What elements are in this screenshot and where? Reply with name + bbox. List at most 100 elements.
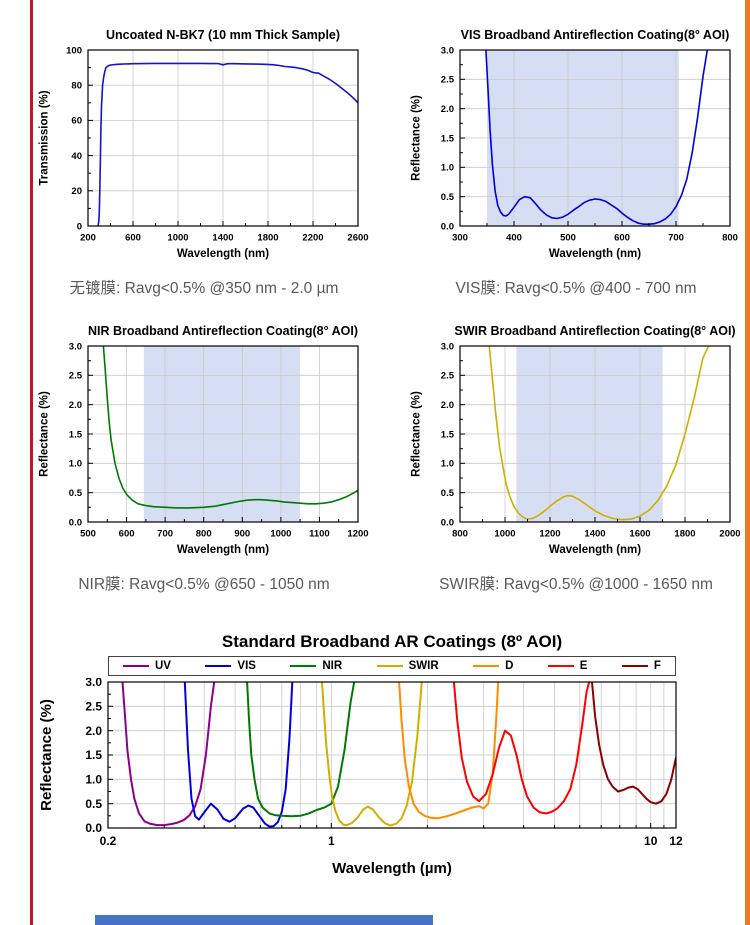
series-d bbox=[398, 682, 500, 820]
swir-bbar-y-axis-label: Reflectance (%) bbox=[411, 391, 423, 477]
top-chart-row: Uncoated N-BK7 (10 mm Thick Sample) 200 6… bbox=[36, 28, 744, 298]
legend-item-d: D bbox=[473, 660, 513, 672]
svg-text:0.5: 0.5 bbox=[441, 192, 455, 203]
vis-bbar-plot: 300 400 500 600 700 800 0.0 0.5 1.0 1.5 2.0 2.5 3.0 W… bbox=[411, 45, 738, 260]
svg-text:1000: 1000 bbox=[270, 529, 291, 540]
standard-bbar-plot: 0.2 1 10 12 0.0 0.5 1.0 1.5 2.0 2.5 3.0 Wavelength … bbox=[38, 675, 683, 877]
svg-text:1: 1 bbox=[328, 834, 335, 848]
series-nir bbox=[246, 682, 356, 818]
legend-label: E bbox=[579, 660, 588, 672]
svg-text:800: 800 bbox=[452, 529, 468, 540]
chart-vis-bbar: VIS Broadband Antireflection Coating(8° … bbox=[408, 28, 744, 298]
svg-text:60: 60 bbox=[71, 116, 82, 127]
svg-text:2.0: 2.0 bbox=[69, 400, 82, 411]
bottom-blue-bar bbox=[95, 915, 433, 925]
legend-label: VIS bbox=[237, 660, 256, 672]
legend-line-swatch bbox=[473, 665, 500, 667]
svg-text:1.5: 1.5 bbox=[69, 429, 83, 440]
svg-text:600: 600 bbox=[125, 233, 141, 244]
svg-text:700: 700 bbox=[668, 233, 684, 244]
svg-text:1.0: 1.0 bbox=[441, 163, 454, 174]
uncoated-bk7-y-axis-label: Transmission (%) bbox=[39, 90, 51, 185]
legend-label: D bbox=[505, 660, 514, 672]
svg-text:2200: 2200 bbox=[302, 233, 323, 244]
svg-text:40: 40 bbox=[71, 151, 82, 162]
svg-text:2.0: 2.0 bbox=[85, 724, 102, 738]
series-vis-bbar-reflectance bbox=[485, 50, 709, 225]
svg-text:0.0: 0.0 bbox=[69, 517, 82, 528]
series-swir-bbar-reflectance bbox=[488, 346, 710, 521]
chart-nir-bbar: NIR Broadband Antireflection Coating(8° … bbox=[36, 324, 372, 594]
chart-swir-bbar: SWIR Broadband Antireflection Coating(8°… bbox=[408, 324, 744, 594]
nir-bbar-y-axis-label: Reflectance (%) bbox=[39, 391, 51, 477]
legend-item-nir: NIR bbox=[290, 660, 342, 672]
svg-text:500: 500 bbox=[560, 233, 576, 244]
svg-text:600: 600 bbox=[119, 529, 135, 540]
svg-text:600: 600 bbox=[614, 233, 630, 244]
caption-swir-bbar: SWIR膜: Ravg<0.5% @1000 - 1650 nm bbox=[439, 576, 713, 593]
svg-text:12: 12 bbox=[669, 834, 683, 848]
caption-nir-bbar: NIR膜: Ravg<0.5% @650 - 1050 nm bbox=[78, 576, 330, 593]
chart-title-nir-bbar: NIR Broadband Antireflection Coating(8° … bbox=[87, 324, 359, 338]
chart-title-vis-bbar: VIS Broadband Antireflection Coating(8° … bbox=[460, 28, 730, 42]
svg-text:1400: 1400 bbox=[584, 529, 605, 540]
series-nir-bbar-reflectance bbox=[102, 346, 358, 509]
chart-canvas-uncoated-bk7: 200 600 1000 1400 1800 2200 2600 0 20 40 60 80 100 Wa… bbox=[36, 44, 372, 262]
svg-text:200: 200 bbox=[80, 233, 96, 244]
svg-text:0.2: 0.2 bbox=[100, 834, 117, 848]
svg-text:1.5: 1.5 bbox=[441, 429, 455, 440]
legend-label: UV bbox=[155, 660, 171, 672]
svg-text:0.5: 0.5 bbox=[441, 488, 455, 499]
svg-text:1000: 1000 bbox=[494, 529, 515, 540]
vis-bbar-x-axis-label: Wavelength (nm) bbox=[549, 248, 641, 260]
svg-text:1400: 1400 bbox=[212, 233, 233, 244]
svg-text:3.0: 3.0 bbox=[441, 341, 454, 352]
svg-text:0.0: 0.0 bbox=[441, 517, 454, 528]
svg-text:2.0: 2.0 bbox=[441, 400, 454, 411]
legend-label: NIR bbox=[322, 660, 343, 672]
series-e bbox=[452, 682, 591, 815]
svg-text:2.0: 2.0 bbox=[441, 104, 454, 115]
legend-item-uv: UV bbox=[123, 660, 171, 672]
standard-bbar-y-axis-label: Reflectance (%) bbox=[38, 699, 55, 811]
svg-text:2.5: 2.5 bbox=[85, 700, 102, 714]
svg-text:0.5: 0.5 bbox=[85, 797, 102, 811]
swir-bbar-x-axis-label: Wavelength (nm) bbox=[549, 544, 641, 556]
svg-text:1200: 1200 bbox=[539, 529, 560, 540]
svg-text:100: 100 bbox=[66, 45, 82, 56]
svg-text:1.5: 1.5 bbox=[85, 748, 102, 762]
svg-text:0.0: 0.0 bbox=[85, 821, 102, 835]
chart-uncoated-bk7: Uncoated N-BK7 (10 mm Thick Sample) 200 6… bbox=[36, 28, 372, 298]
legend-line-swatch bbox=[123, 665, 149, 667]
right-accent-border bbox=[745, 0, 750, 925]
svg-text:900: 900 bbox=[234, 529, 250, 540]
svg-text:1800: 1800 bbox=[257, 233, 278, 244]
legend-line-swatch bbox=[547, 665, 574, 667]
svg-text:1.0: 1.0 bbox=[441, 459, 454, 470]
chart-canvas-nir-bbar: 500 600 700 800 900 1000 1100 1200 0.0 0.5 1.0 1.5 2… bbox=[36, 340, 372, 558]
svg-text:2000: 2000 bbox=[719, 529, 740, 540]
charts-page: Uncoated N-BK7 (10 mm Thick Sample) 200 6… bbox=[36, 0, 744, 878]
legend-item-swir: SWIR bbox=[376, 660, 439, 672]
svg-text:3.0: 3.0 bbox=[441, 45, 454, 56]
series-swir bbox=[321, 682, 423, 827]
svg-text:10: 10 bbox=[644, 834, 658, 848]
uncoated-bk7-x-axis-label: Wavelength (nm) bbox=[177, 248, 269, 260]
svg-text:3.0: 3.0 bbox=[85, 678, 102, 689]
chart-title-swir-bbar: SWIR Broadband Antireflection Coating(8°… bbox=[454, 324, 736, 338]
vis-bbar-y-axis-label: Reflectance (%) bbox=[411, 95, 423, 181]
svg-text:0.0: 0.0 bbox=[441, 221, 454, 232]
svg-text:0: 0 bbox=[77, 221, 82, 232]
svg-text:300: 300 bbox=[452, 233, 468, 244]
svg-text:500: 500 bbox=[80, 529, 96, 540]
svg-text:0.5: 0.5 bbox=[69, 488, 83, 499]
series-vis bbox=[183, 682, 294, 828]
swir-bbar-plot: 800 1000 1200 1400 1600 1800 2000 0.0 0.5 1.0 1.5 2… bbox=[411, 341, 741, 556]
chart-title-standard-bbar: Standard Broadband AR Coatings (8º AOI) bbox=[221, 632, 563, 651]
legend-item-e: E bbox=[547, 660, 588, 672]
chart-canvas-standard-bbar: 0.2 1 10 12 0.0 0.5 1.0 1.5 2.0 2.5 3.0 Wavelength … bbox=[36, 675, 692, 878]
caption-vis-bbar: VIS膜: Ravg<0.5% @400 - 700 nm bbox=[455, 280, 697, 297]
svg-text:400: 400 bbox=[506, 233, 522, 244]
series-f bbox=[591, 682, 676, 805]
svg-text:1.5: 1.5 bbox=[441, 133, 455, 144]
